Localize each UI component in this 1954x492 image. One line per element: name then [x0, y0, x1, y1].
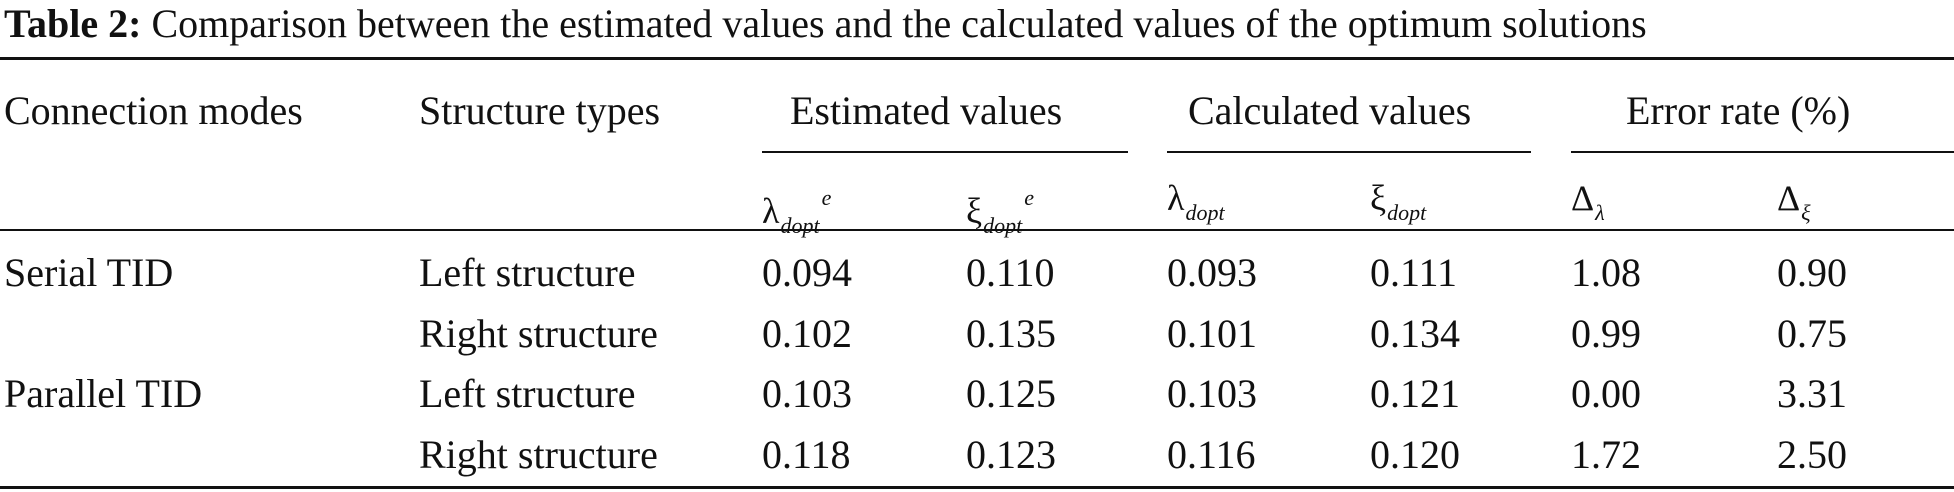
est-lambda-symbol: λ	[762, 191, 780, 231]
est-lambda-sub: dopt	[780, 213, 820, 238]
row4-structure: Right structure	[419, 432, 658, 477]
row2-est-xi: 0.135	[966, 311, 1056, 356]
row2-err-lambda: 0.99	[1571, 311, 1641, 356]
header-calculated-values: Calculated values	[1188, 88, 1472, 133]
row3-mode: Parallel TID	[4, 371, 203, 416]
calc-xi-symbol: ξ	[1370, 178, 1387, 218]
table-caption-label: Table 2:	[4, 1, 142, 46]
row3-calc-lambda: 0.103	[1167, 371, 1257, 416]
est-xi-sup: e	[1024, 185, 1034, 210]
subheader-calc-lambda: λdopt	[1167, 176, 1225, 235]
row3-err-xi: 3.31	[1777, 371, 1847, 416]
row4-err-xi: 2.50	[1777, 432, 1847, 477]
row4-calc-xi: 0.120	[1370, 432, 1460, 477]
est-xi-symbol: ξ	[966, 191, 983, 231]
row3-est-xi: 0.125	[966, 371, 1056, 416]
err-lambda-sub: λ	[1595, 200, 1605, 225]
row1-err-xi: 0.90	[1777, 250, 1847, 295]
row1-mode: Serial TID	[4, 250, 174, 295]
error-group-rule	[1571, 151, 1954, 153]
header-error-rate: Error rate (%)	[1626, 88, 1851, 133]
row1-calc-xi: 0.111	[1370, 250, 1458, 295]
err-xi-sub: ξ	[1801, 200, 1811, 225]
calc-lambda-sub: dopt	[1185, 200, 1225, 225]
subheader-err-lambda: Δλ	[1571, 176, 1605, 235]
row1-est-lambda: 0.094	[762, 250, 852, 295]
row2-structure: Right structure	[419, 311, 658, 356]
row3-est-lambda: 0.103	[762, 371, 852, 416]
row4-calc-lambda: 0.116	[1167, 432, 1256, 477]
subheader-est-xi: ξdopte	[966, 176, 1034, 248]
subheader-est-lambda: λdopte	[762, 176, 831, 248]
row1-structure: Left structure	[419, 250, 636, 295]
calculated-group-rule	[1167, 151, 1531, 153]
table-caption-text: Comparison between the estimated values …	[141, 1, 1647, 46]
row4-est-xi: 0.123	[966, 432, 1056, 477]
row2-calc-lambda: 0.101	[1167, 311, 1257, 356]
err-lambda-symbol: Δ	[1571, 178, 1595, 218]
row2-est-lambda: 0.102	[762, 311, 852, 356]
row1-est-xi: 0.110	[966, 250, 1055, 295]
header-connection-modes: Connection modes	[4, 88, 303, 133]
estimated-group-rule	[762, 151, 1128, 153]
row2-err-xi: 0.75	[1777, 311, 1847, 356]
bottom-rule	[0, 486, 1954, 489]
subheader-err-xi: Δξ	[1777, 176, 1811, 235]
est-lambda-sup: e	[821, 185, 832, 210]
row1-calc-lambda: 0.093	[1167, 250, 1257, 295]
row4-err-lambda: 1.72	[1571, 432, 1641, 477]
row1-err-lambda: 1.08	[1571, 250, 1641, 295]
calc-lambda-symbol: λ	[1167, 178, 1185, 218]
header-structure-types: Structure types	[419, 88, 661, 133]
row4-est-lambda: 0.118	[762, 432, 851, 477]
row3-calc-xi: 0.121	[1370, 371, 1460, 416]
top-rule	[0, 57, 1954, 60]
table-caption: Table 2: Comparison between the estimate…	[4, 0, 1647, 48]
row3-structure: Left structure	[419, 371, 636, 416]
header-bottom-rule	[0, 229, 1954, 231]
row3-err-lambda: 0.00	[1571, 371, 1641, 416]
err-xi-symbol: Δ	[1777, 178, 1801, 218]
est-xi-sub: dopt	[983, 213, 1023, 238]
subheader-calc-xi: ξdopt	[1370, 176, 1426, 235]
row2-calc-xi: 0.134	[1370, 311, 1460, 356]
calc-xi-sub: dopt	[1387, 200, 1427, 225]
header-estimated-values: Estimated values	[790, 88, 1063, 133]
